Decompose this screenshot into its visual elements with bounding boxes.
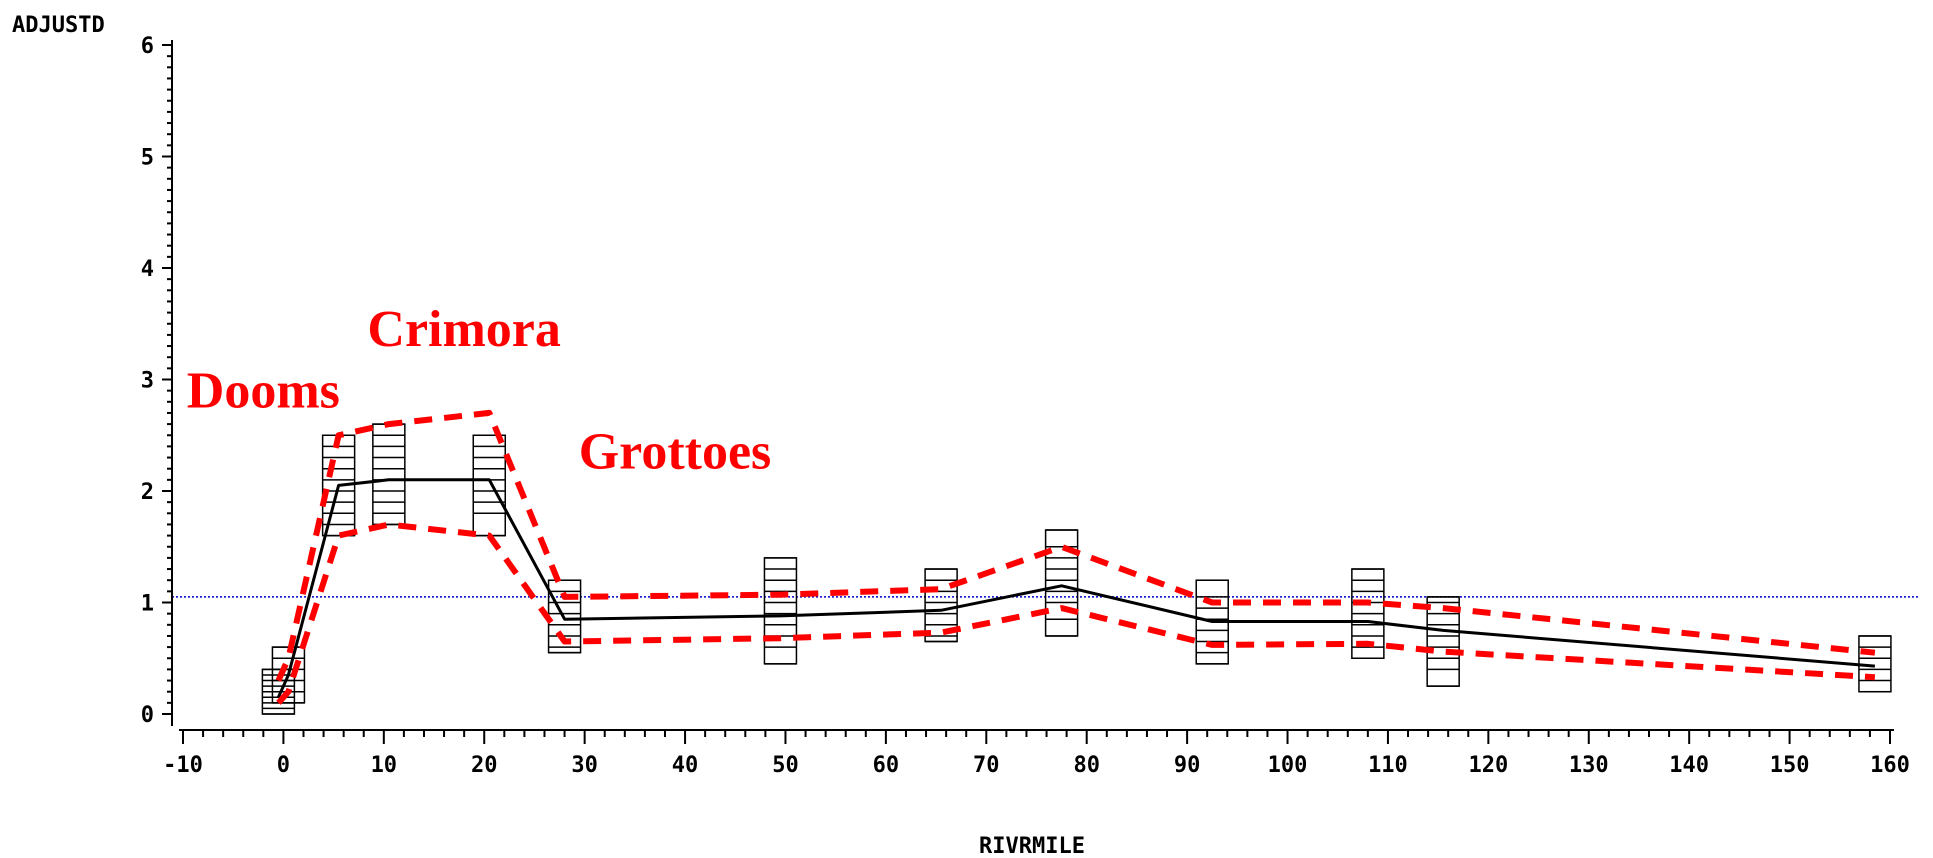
x-tick-label: 10	[371, 753, 398, 778]
x-axis-ticks: -10 0 10 20 30 40 50 60 70 80 90 100 110 120 130 140 150…	[163, 730, 1910, 778]
x-tick-label: 110	[1368, 753, 1408, 778]
box-outline	[472, 434, 507, 537]
x-tick-label: 100	[1268, 753, 1308, 778]
box-outline	[372, 423, 406, 526]
x-tick-label: 70	[973, 753, 1000, 778]
x-tick-label: 90	[1174, 753, 1201, 778]
axes: 0 1 2 3 4 5 6 -10 0 10 20 30 40 50 60 70 80 90 100 110 120 1…	[141, 34, 1910, 778]
x-tick-label: 80	[1073, 753, 1100, 778]
series-lines	[275, 409, 1876, 705]
x-tick-label: 60	[873, 753, 900, 778]
annotation-crimora: Crimora	[367, 301, 560, 358]
site-annotations: Crimora Dooms Grottoes	[187, 301, 772, 481]
y-tick-label: 2	[141, 480, 154, 505]
y-tick-label: 0	[141, 703, 154, 728]
x-tick-label: 50	[772, 753, 799, 778]
mean-line	[277, 478, 1876, 698]
x-tick-label: 0	[277, 753, 290, 778]
x-tick-label: 40	[672, 753, 699, 778]
x-tick-label: 140	[1669, 753, 1709, 778]
y-tick-label: 1	[141, 592, 154, 617]
y-tick-label: 4	[141, 257, 154, 282]
x-tick-label: 20	[471, 753, 498, 778]
annotation-dooms: Dooms	[187, 362, 340, 419]
x-tick-label: -10	[163, 753, 203, 778]
x-tick-label: 130	[1569, 753, 1609, 778]
box-outline	[1044, 529, 1079, 637]
x-tick-label: 150	[1770, 753, 1810, 778]
y-tick-label: 6	[141, 34, 154, 59]
lower-bound-line	[276, 521, 1876, 705]
x-tick-label: 30	[571, 753, 598, 778]
y-axis-ticks: 0 1 2 3 4 5 6	[141, 34, 172, 728]
y-axis-title: ADJUSTD	[12, 13, 105, 38]
x-tick-label: 120	[1468, 753, 1508, 778]
y-tick-label: 3	[141, 369, 154, 394]
annotation-grottoes: Grottoes	[579, 424, 772, 481]
x-axis-title: RIVRMILE	[979, 834, 1085, 858]
upper-bound-line	[275, 409, 1876, 682]
box-outline	[763, 557, 798, 665]
x-tick-label: 160	[1870, 753, 1910, 778]
boxplot-group	[261, 423, 1892, 715]
y-tick-label: 5	[141, 146, 154, 171]
